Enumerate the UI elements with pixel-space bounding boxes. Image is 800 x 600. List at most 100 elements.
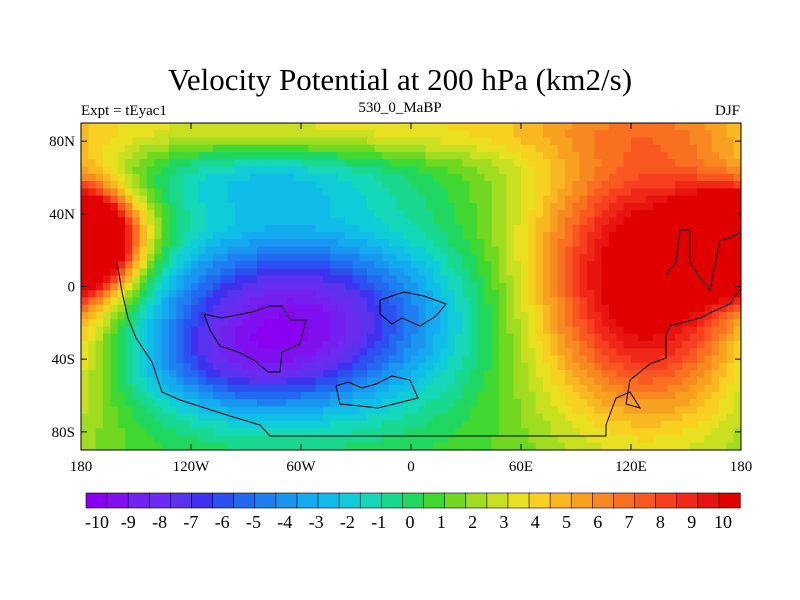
field-cell xyxy=(616,166,625,175)
field-cell xyxy=(117,239,126,248)
field-cell xyxy=(601,144,610,153)
field-cell xyxy=(323,195,331,204)
field-cell xyxy=(733,319,741,328)
field-cell xyxy=(125,261,133,269)
field-cell xyxy=(132,130,141,139)
field-cell xyxy=(227,326,236,335)
field-cell xyxy=(110,152,119,160)
field-cell xyxy=(183,333,192,342)
field-cell xyxy=(697,217,705,226)
field-cell xyxy=(389,202,397,211)
field-cell xyxy=(286,435,295,444)
field-cell xyxy=(506,348,515,357)
field-cell xyxy=(242,144,251,153)
field-cell xyxy=(117,268,126,277)
field-cell xyxy=(279,391,287,400)
field-cell xyxy=(271,232,280,240)
field-cell xyxy=(682,202,691,211)
field-cell xyxy=(227,290,236,298)
field-cell xyxy=(257,253,265,262)
field-cell xyxy=(491,319,500,328)
field-cell xyxy=(315,195,324,204)
field-cell xyxy=(235,232,243,240)
field-cell xyxy=(88,159,97,168)
field-cell xyxy=(579,297,588,306)
field-cell xyxy=(301,166,309,175)
field-cell xyxy=(220,406,229,415)
field-cell xyxy=(308,181,317,189)
field-cell xyxy=(704,290,713,298)
field-cell xyxy=(154,399,163,407)
field-cell xyxy=(235,275,243,284)
field-cell xyxy=(337,282,346,291)
field-cell xyxy=(667,144,676,153)
field-cell xyxy=(733,348,741,357)
colorbar-label: 6 xyxy=(593,512,602,532)
field-cell xyxy=(286,384,295,393)
field-cell xyxy=(367,391,375,400)
field-cell xyxy=(565,326,573,335)
field-cell xyxy=(484,420,493,429)
field-cell xyxy=(330,159,339,168)
field-cell xyxy=(345,282,353,291)
field-cell xyxy=(389,311,397,320)
field-cell xyxy=(403,282,412,291)
field-cell xyxy=(726,442,735,450)
field-cell xyxy=(594,173,603,182)
case-label: 530_0_MaBP xyxy=(358,100,442,116)
field-cell xyxy=(440,428,449,437)
field-cell xyxy=(103,384,111,393)
field-cell xyxy=(396,362,405,371)
field-cell xyxy=(271,166,280,175)
field-cell xyxy=(176,428,185,437)
field-cell xyxy=(264,399,273,407)
field-cell xyxy=(374,413,383,422)
field-cell xyxy=(147,406,155,415)
field-cell xyxy=(132,399,141,407)
field-cell xyxy=(315,166,324,175)
field-cell xyxy=(667,173,676,182)
field-cell xyxy=(227,413,236,422)
field-cell xyxy=(81,195,89,204)
field-cell xyxy=(623,413,632,422)
field-cell xyxy=(572,159,581,168)
colorbar-swatch xyxy=(191,492,214,509)
field-cell xyxy=(315,304,324,313)
field-cell xyxy=(103,304,111,313)
field-cell xyxy=(601,362,610,371)
field-cell xyxy=(154,275,163,284)
field-cell xyxy=(433,152,441,160)
field-cell xyxy=(433,239,441,248)
field-cell xyxy=(513,413,522,422)
field-cell xyxy=(689,210,698,219)
field-cell xyxy=(257,406,265,415)
field-cell xyxy=(462,355,471,364)
field-cell xyxy=(535,362,544,371)
field-cell xyxy=(726,188,735,197)
field-cell xyxy=(323,319,331,328)
field-cell xyxy=(169,268,177,277)
field-cell xyxy=(697,413,705,422)
field-cell xyxy=(616,435,625,444)
field-cell xyxy=(308,297,317,306)
field-cell xyxy=(117,333,126,342)
chart-title: Velocity Potential at 200 hPa (km2/s) xyxy=(167,62,633,97)
field-cell xyxy=(601,435,610,444)
field-cell xyxy=(227,195,236,204)
field-cell xyxy=(447,282,456,291)
field-cell xyxy=(455,130,463,139)
field-cell xyxy=(315,399,324,407)
field-cell xyxy=(198,282,207,291)
field-cell xyxy=(543,391,551,400)
field-cell xyxy=(242,130,251,139)
field-cell xyxy=(330,304,339,313)
field-cell xyxy=(726,195,735,204)
field-cell xyxy=(711,348,720,357)
field-cell xyxy=(469,297,478,306)
field-cell xyxy=(286,290,295,298)
field-cell xyxy=(88,246,97,255)
field-cell xyxy=(132,188,141,197)
field-cell xyxy=(213,399,221,407)
field-cell xyxy=(213,210,221,219)
field-cell xyxy=(403,152,412,160)
